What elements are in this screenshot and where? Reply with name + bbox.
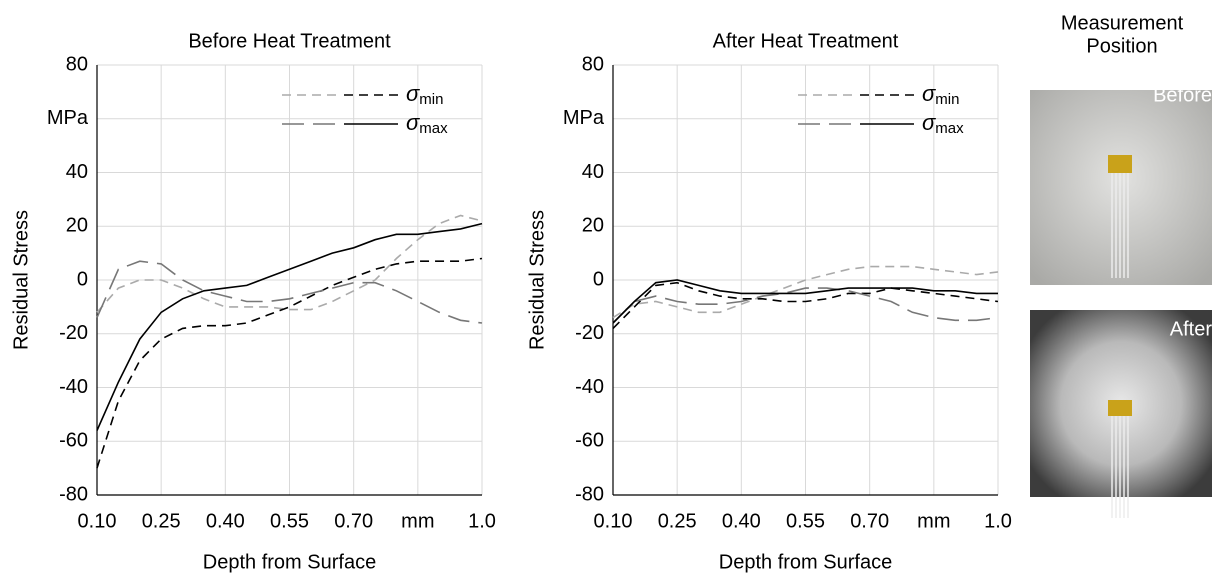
- legend-symbol: σ: [406, 110, 420, 135]
- y-tick-label: -80: [575, 483, 604, 505]
- x-tick-label: mm: [917, 510, 950, 532]
- photo-before: [1030, 90, 1212, 285]
- chart-title: Before Heat Treatment: [188, 30, 391, 52]
- y-tick-label: 40: [66, 161, 88, 183]
- legend-label: σmin: [922, 81, 959, 108]
- photo-title: Measurement: [1061, 12, 1184, 34]
- data-line: [96, 214, 483, 313]
- x-tick-label: 0.40: [206, 510, 245, 532]
- x-axis-label: Depth from Surface: [203, 551, 376, 573]
- y-tick-label: -60: [59, 430, 88, 452]
- photo-label: Before: [1153, 84, 1212, 106]
- x-tick-label: 0.10: [594, 510, 633, 532]
- y-tick-label: -40: [59, 376, 88, 398]
- wires: [1111, 416, 1129, 518]
- y-tick-label: 20: [582, 215, 604, 237]
- legend-label: σmax: [922, 110, 964, 137]
- gauge: [1108, 155, 1132, 173]
- y-axis-label: Residual Stress: [10, 210, 32, 350]
- y-tick-label: 20: [66, 215, 88, 237]
- x-tick-label: 0.10: [78, 510, 117, 532]
- legend-label: σmax: [406, 110, 448, 137]
- data-line: [96, 222, 483, 431]
- y-tick-label: 0: [77, 268, 88, 290]
- y-axis-label: Residual Stress: [526, 210, 548, 350]
- legend-symbol: σ: [922, 81, 936, 106]
- y-tick-label: -20: [575, 322, 604, 344]
- x-tick-label: 0.70: [334, 510, 373, 532]
- data-line: [612, 279, 998, 324]
- legend-symbol: σ: [922, 110, 936, 135]
- x-tick-label: 0.55: [270, 510, 309, 532]
- y-tick-label: 80: [66, 53, 88, 75]
- legend-subscript: max: [935, 120, 964, 137]
- y-tick-label: -60: [575, 430, 604, 452]
- x-tick-label: 1.0: [468, 510, 496, 532]
- x-tick-label: 0.25: [142, 510, 181, 532]
- photo-label: After: [1170, 318, 1212, 340]
- legend-label: σmin: [406, 81, 443, 108]
- data-line: [612, 287, 999, 324]
- y-tick-label: 80: [582, 53, 604, 75]
- data-line: [96, 260, 483, 324]
- y-tick-label: 0: [593, 268, 604, 290]
- y-tick-label: MPa: [563, 107, 605, 129]
- x-tick-label: 0.55: [786, 510, 825, 532]
- data-line: [612, 281, 999, 329]
- photo-title: Position: [1086, 35, 1157, 57]
- y-tick-label: -80: [59, 483, 88, 505]
- data-line: [612, 265, 999, 319]
- legend-subscript: max: [419, 120, 448, 137]
- chart-title: After Heat Treatment: [713, 30, 899, 52]
- x-tick-label: 0.40: [722, 510, 761, 532]
- wires: [1111, 173, 1129, 278]
- legend-symbol: σ: [406, 81, 420, 106]
- x-tick-label: 0.25: [658, 510, 697, 532]
- x-tick-label: 1.0: [984, 510, 1012, 532]
- y-tick-label: 40: [582, 161, 604, 183]
- y-tick-label: -20: [59, 322, 88, 344]
- y-tick-label: MPa: [47, 107, 89, 129]
- legend-subscript: min: [935, 91, 959, 108]
- x-axis-label: Depth from Surface: [719, 551, 892, 573]
- legend-subscript: min: [419, 91, 443, 108]
- y-tick-label: -40: [575, 376, 604, 398]
- x-tick-label: mm: [401, 510, 434, 532]
- gauge: [1108, 400, 1132, 416]
- x-tick-label: 0.70: [850, 510, 889, 532]
